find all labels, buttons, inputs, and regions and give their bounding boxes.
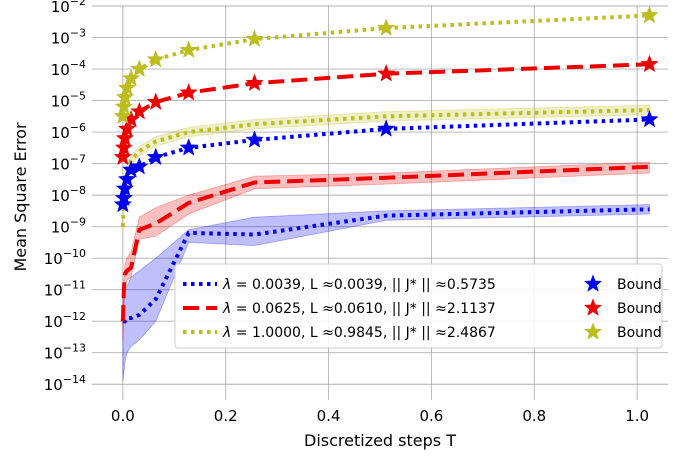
bound-star-lambda-0.0039 (376, 119, 396, 137)
y-tick-label: 10−10 (44, 247, 86, 268)
bound-star-lambda-0.0625 (113, 147, 133, 166)
y-tick-label: 10−5 (51, 90, 86, 111)
y-tick-label: 10−6 (51, 121, 86, 142)
y-tick-label: 10−13 (44, 342, 86, 363)
legend-bound-label: Bound (617, 301, 662, 317)
y-tick-label: 10−4 (51, 58, 86, 79)
bound-star-lambda-0.0625 (245, 73, 264, 92)
bound-star-lambda-1.0000 (146, 49, 166, 68)
x-tick-label: 0.2 (214, 407, 238, 425)
bound-star-lambda-0.0625 (114, 138, 134, 156)
bound-star-lambda-1.0000 (376, 18, 396, 36)
y-tick-label: 10−3 (51, 27, 86, 48)
y-tick-label: 10−7 (51, 153, 86, 174)
bound-star-lambda-1.0000 (121, 68, 141, 87)
bound-star-lambda-0.0039 (245, 130, 264, 148)
bound-line-lambda-0.0039 (120, 117, 650, 205)
legend-bound-label: Bound (617, 325, 662, 341)
y-tick-label: 10−14 (44, 373, 86, 394)
bound-star-lambda-0.0039 (114, 188, 134, 207)
bound-star-lambda-1.0000 (179, 40, 198, 58)
bound-star-lambda-0.0039 (146, 147, 166, 166)
y-tick-label: 10−12 (44, 310, 86, 331)
y-tick-labels: 10−14 10−13 10−12 10−11 10−10 10−9 10−8 10−7 10−… (44, 0, 86, 394)
grid (92, 5, 668, 400)
x-tick-label: 1.0 (625, 407, 649, 425)
legend-entry: λ = 0.0039, L ≈0.0039, || J* || ≈0.5735 (222, 277, 496, 293)
bound-star-lambda-0.0039 (113, 194, 133, 213)
x-tick-label: 0.8 (522, 407, 546, 425)
legend: λ = 0.0039, L ≈0.0039, || J* || ≈0.5735 B… (174, 263, 663, 349)
bound-star-lambda-0.0625 (146, 92, 166, 110)
band-lambda-0.0039 (122, 204, 650, 382)
legend-entry: λ = 0.0625, L ≈0.0610, || J* || ≈2.1137 (222, 301, 496, 317)
bound-star-lambda-1.0000 (117, 78, 137, 96)
bound-star-lambda-0.0625 (179, 82, 198, 101)
bound-star-lambda-0.0625 (117, 119, 137, 137)
x-tick-label: 0.0 (111, 407, 135, 425)
bound-star-lambda-0.0039 (179, 138, 198, 156)
y-axis-label: Mean Square Error (11, 122, 30, 272)
line-lambda-0.0625 (120, 164, 650, 322)
legend-star (583, 274, 603, 292)
bound-star-lambda-1.0000 (130, 59, 149, 77)
legend-entry: λ = 1.0000, L ≈0.9845, || J* || ≈2.4867 (222, 325, 496, 341)
legend-box (174, 263, 663, 349)
bound-star-lambda-0.0039 (640, 109, 659, 128)
x-tick-label: 0.4 (317, 407, 341, 425)
y-tick-label: 10−8 (51, 184, 86, 205)
bound-star-lambda-0.0625 (130, 101, 149, 120)
bound-star-lambda-0.0039 (130, 157, 149, 175)
y-tick-label: 10−11 (44, 279, 86, 300)
bound-star-lambda-0.0625 (376, 64, 396, 82)
bound-star-lambda-1.0000 (113, 106, 133, 125)
bound-markers (113, 5, 659, 213)
x-tick-label: 0.6 (419, 407, 443, 425)
band-lambda-0.0625 (122, 161, 650, 341)
bound-star-lambda-1.0000 (114, 97, 134, 115)
legend-bound-label: Bound (617, 277, 662, 293)
line-lambda-1.0000 (120, 108, 650, 227)
x-axis-label: Discretized steps T (304, 431, 456, 450)
bound-star-lambda-0.0625 (640, 54, 659, 73)
legend-star (583, 298, 603, 316)
y-tick-label: 10−9 (51, 216, 86, 237)
bound-star-lambda-1.0000 (640, 5, 659, 24)
bound-star-lambda-1.0000 (245, 29, 264, 47)
legend-star (583, 322, 603, 340)
y-tick-label: 10−2 (51, 0, 86, 16)
bound-star-lambda-0.0039 (117, 169, 137, 188)
x-tick-labels: 0.0 0.2 0.4 0.6 0.8 1.0 (111, 407, 649, 425)
